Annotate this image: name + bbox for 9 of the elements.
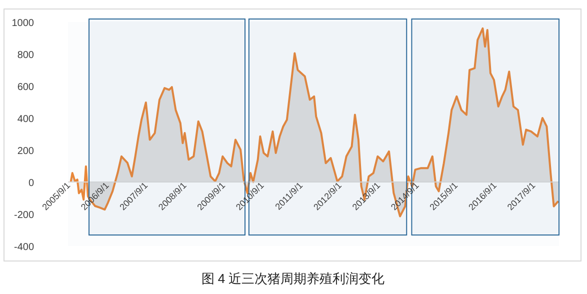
y-tick-label: 600 (17, 82, 34, 93)
y-tick-label: 200 (17, 146, 34, 157)
y-tick-label: 0 (28, 178, 34, 189)
y-tick-label: 800 (17, 50, 34, 61)
text: 图 4 近三次猪周期养殖利润变化 (201, 271, 385, 286)
y-tick-label: 1000 (12, 18, 34, 29)
y-tick-label: -200 (14, 210, 34, 221)
y-tick-label: -400 (14, 242, 34, 253)
y-tick-label: 400 (17, 114, 34, 125)
